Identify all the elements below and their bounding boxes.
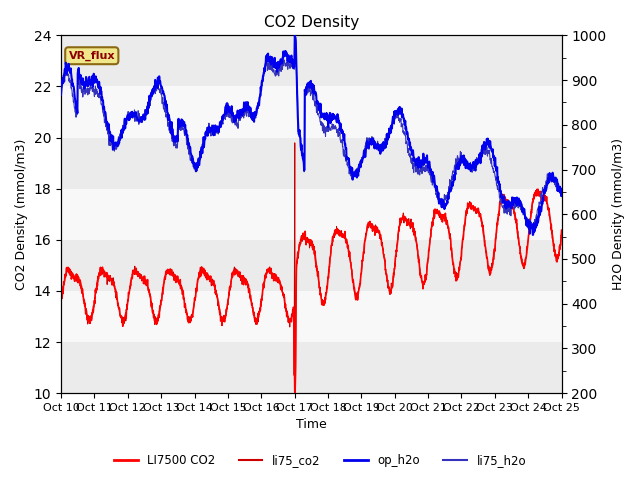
X-axis label: Time: Time <box>296 419 326 432</box>
Text: VR_flux: VR_flux <box>68 50 115 61</box>
LI7500 CO2 <box>280 291 287 297</box>
op_h2o <box>116 137 124 143</box>
Bar <box>61 189 561 240</box>
op_h2o <box>96 86 104 92</box>
op_h2o <box>529 232 537 238</box>
op_h2o <box>269 61 277 67</box>
li75_h2o <box>57 88 65 94</box>
li75_h2o <box>557 190 565 196</box>
Y-axis label: CO2 Density (mmol/m3): CO2 Density (mmol/m3) <box>15 139 28 290</box>
op_h2o <box>557 190 565 195</box>
Line: li75_h2o: li75_h2o <box>61 37 561 227</box>
Legend: LI7500 CO2, li75_co2, op_h2o, li75_h2o: LI7500 CO2, li75_co2, op_h2o, li75_h2o <box>109 449 531 472</box>
Bar <box>61 86 561 138</box>
li75_co2 <box>280 295 287 300</box>
li75_co2 <box>269 272 277 277</box>
Line: op_h2o: op_h2o <box>61 36 561 235</box>
li75_co2 <box>57 296 65 301</box>
op_h2o <box>289 61 296 67</box>
LI7500 CO2 <box>96 273 104 278</box>
li75_h2o <box>280 57 287 62</box>
li75_h2o <box>96 95 104 100</box>
LI7500 CO2 <box>291 390 299 396</box>
Bar <box>61 138 561 189</box>
li75_co2 <box>96 271 104 276</box>
LI7500 CO2 <box>57 301 65 307</box>
Bar <box>61 342 561 393</box>
li75_h2o <box>269 69 277 74</box>
op_h2o <box>57 92 65 97</box>
LI7500 CO2 <box>116 313 124 319</box>
op_h2o <box>280 53 287 59</box>
LI7500 CO2 <box>269 271 277 277</box>
li75_co2 <box>292 390 300 396</box>
li75_co2 <box>291 140 299 146</box>
li75_h2o <box>342 157 350 163</box>
Y-axis label: H2O Density (mmol/m3): H2O Density (mmol/m3) <box>612 138 625 290</box>
li75_co2 <box>116 312 124 318</box>
LI7500 CO2 <box>534 186 541 192</box>
Line: li75_co2: li75_co2 <box>61 143 561 393</box>
li75_co2 <box>289 312 296 317</box>
op_h2o <box>342 145 350 151</box>
Bar <box>61 36 561 86</box>
li75_h2o <box>289 64 296 70</box>
LI7500 CO2 <box>557 227 565 233</box>
LI7500 CO2 <box>342 237 350 242</box>
Bar <box>61 240 561 291</box>
li75_h2o <box>292 35 300 40</box>
Bar <box>61 291 561 342</box>
li75_co2 <box>342 238 350 243</box>
Line: LI7500 CO2: LI7500 CO2 <box>61 189 561 393</box>
li75_h2o <box>116 132 124 137</box>
li75_co2 <box>557 234 565 240</box>
li75_h2o <box>527 224 534 230</box>
LI7500 CO2 <box>289 313 296 319</box>
Title: CO2 Density: CO2 Density <box>264 15 359 30</box>
op_h2o <box>291 33 299 38</box>
